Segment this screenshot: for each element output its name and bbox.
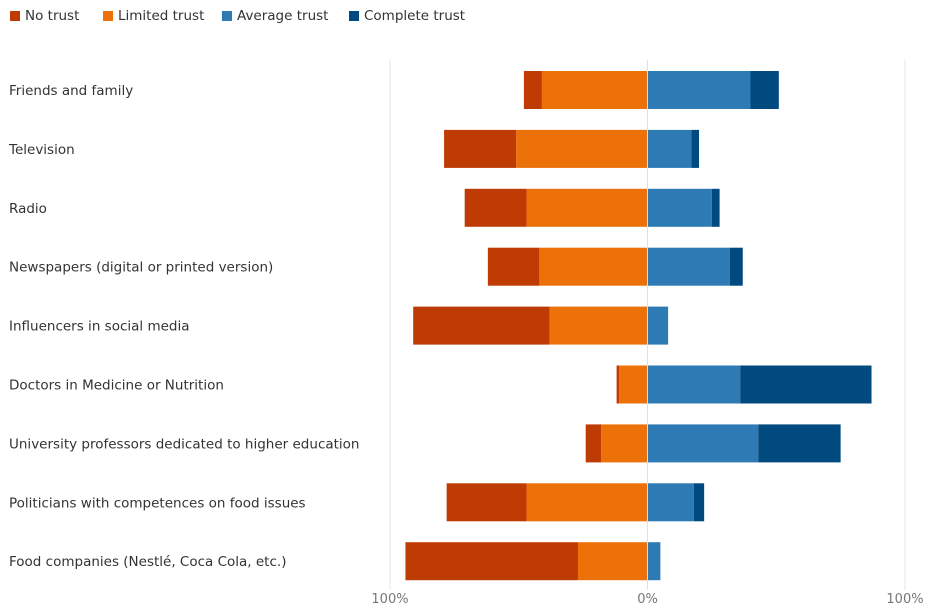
bar-complete-trust: [758, 424, 841, 463]
category-label: University professors dedicated to highe…: [9, 436, 360, 452]
bar-limited-trust: [526, 188, 648, 227]
category-label: Doctors in Medicine or Nutrition: [9, 378, 224, 394]
category-label: Friends and family: [9, 83, 133, 99]
bar-limited-trust: [541, 71, 648, 109]
bar-no-trust: [446, 483, 527, 522]
bar-no-trust: [523, 71, 542, 109]
legend-swatch-average-trust: [222, 11, 232, 21]
bar-average-trust: [647, 365, 741, 404]
bar-no-trust: [585, 424, 602, 463]
bar-average-trust: [647, 483, 694, 522]
legend-swatch-limited-trust: [103, 11, 113, 21]
bar-limited-trust: [577, 542, 648, 581]
category-label: Radio: [9, 201, 47, 217]
bar-average-trust: [647, 129, 692, 168]
bar-complete-trust: [711, 188, 720, 227]
bar-complete-trust: [729, 247, 743, 286]
bar-average-trust: [647, 424, 759, 463]
legend-swatch-complete-trust: [349, 11, 359, 21]
bar-complete-trust: [691, 129, 699, 168]
legend-label-no-trust: No trust: [25, 8, 79, 24]
bar-no-trust: [413, 306, 550, 345]
bar-average-trust: [647, 542, 661, 581]
category-label: Television: [8, 142, 75, 158]
bars: [405, 71, 872, 581]
bar-limited-trust: [549, 306, 648, 345]
bar-no-trust: [464, 188, 527, 227]
x-tick-label: 100%: [371, 592, 408, 606]
bar-no-trust: [616, 365, 620, 404]
bar-average-trust: [647, 247, 730, 286]
legend-label-average-trust: Average trust: [237, 8, 328, 24]
bar-no-trust: [444, 129, 517, 168]
category-label: Politicians with competences on food iss…: [9, 495, 306, 511]
category-label: Newspapers (digital or printed version): [9, 260, 273, 276]
bar-no-trust: [405, 542, 578, 581]
legend-swatch-no-trust: [10, 11, 20, 21]
bar-complete-trust: [740, 365, 872, 404]
bar-no-trust: [487, 247, 540, 286]
x-tick-label: 100%: [886, 592, 923, 606]
bar-average-trust: [647, 306, 669, 345]
category-label: Food companies (Nestlé, Coca Cola, etc.): [9, 554, 286, 570]
legend-label-complete-trust: Complete trust: [364, 8, 465, 24]
x-tick-label: 0%: [637, 592, 658, 606]
bar-average-trust: [647, 188, 712, 227]
x-tick-labels: 100% 0% 100%: [371, 592, 923, 607]
bar-limited-trust: [526, 483, 648, 522]
category-labels: Friends and family Television Radio Newspap…: [8, 83, 360, 570]
legend: No trust Limited trust Average trust Comple…: [10, 8, 465, 24]
legend-label-limited-trust: Limited trust: [118, 8, 204, 24]
bar-limited-trust: [619, 365, 648, 404]
bar-limited-trust: [601, 424, 648, 463]
bar-limited-trust: [539, 247, 648, 286]
category-label: Influencers in social media: [9, 319, 190, 335]
bar-complete-trust: [693, 483, 705, 522]
bar-average-trust: [647, 71, 751, 109]
bar-complete-trust: [750, 71, 779, 109]
bar-limited-trust: [516, 129, 648, 168]
